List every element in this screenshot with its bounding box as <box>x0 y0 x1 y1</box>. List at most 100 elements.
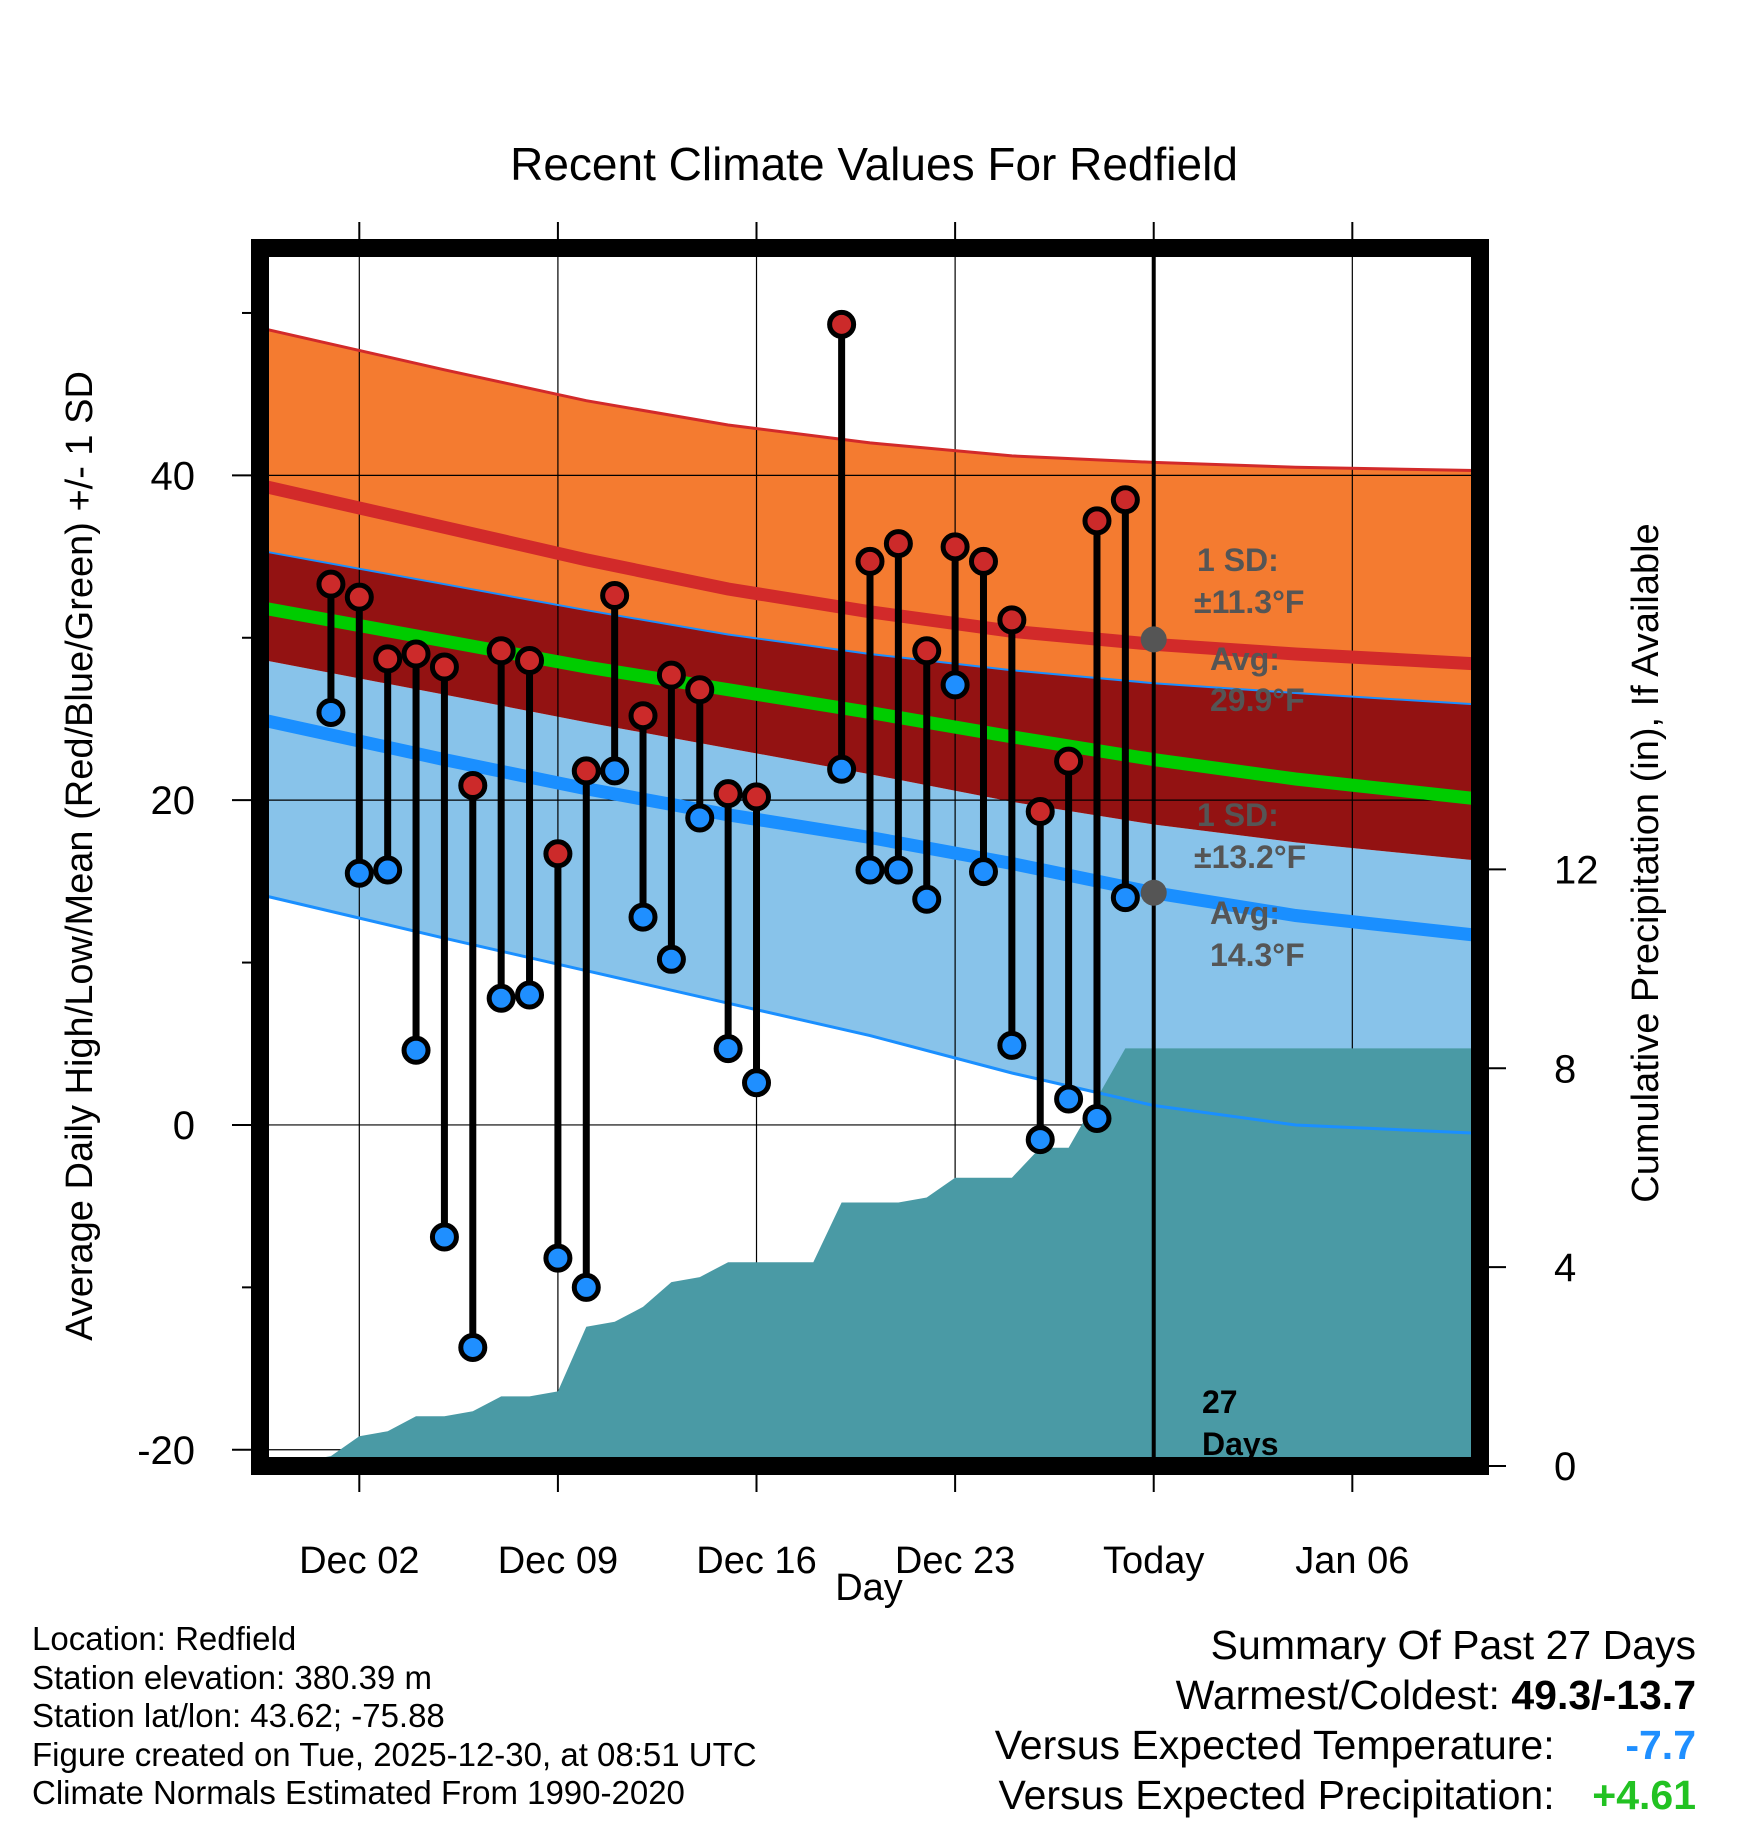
observed-low-point <box>1110 883 1140 913</box>
observed-high-point <box>827 309 857 339</box>
observed-low-point <box>316 697 346 727</box>
low-lower-sd-line <box>265 894 1475 1135</box>
right-tick-label: 12 <box>1554 848 1599 892</box>
days-count: 27 <box>1202 1384 1238 1420</box>
observed-high-point <box>429 652 459 682</box>
observed-low-point <box>713 1034 743 1064</box>
x-tick-label: Dec 23 <box>895 1540 1015 1582</box>
observed-high-point <box>458 771 488 801</box>
left-tick-label: -20 <box>137 1429 195 1473</box>
high-avg-value: 29.9°F <box>1210 682 1305 718</box>
observed-high-point <box>940 532 970 562</box>
observed-low-point <box>883 855 913 885</box>
observed-high-point <box>515 645 545 675</box>
observed-high-point <box>656 660 686 690</box>
high-sd-label: 1 SD: <box>1197 542 1279 578</box>
low-sd-value: ±13.2°F <box>1194 839 1306 875</box>
observed-high-point <box>486 636 516 666</box>
normals-period: Climate Normals Estimated From 1990-2020 <box>32 1774 685 1811</box>
temp-anomaly-label: Versus Expected Temperature: <box>994 1722 1555 1768</box>
observed-high-point <box>600 581 630 611</box>
precip-anomaly-label: Versus Expected Precipitation: <box>998 1772 1555 1818</box>
observed-high-point <box>742 782 772 812</box>
observed-high-point <box>316 569 346 599</box>
observed-low-point <box>827 754 857 784</box>
observed-low-point <box>656 944 686 974</box>
observed-low-point <box>997 1030 1027 1060</box>
station-info: Location: Redfield Station elevation: 38… <box>32 1620 757 1813</box>
observed-low-point <box>515 980 545 1010</box>
left-tick-label: 40 <box>151 454 196 498</box>
observed-high-point <box>685 675 715 705</box>
observed-high-point <box>1054 746 1084 776</box>
observed-high-point <box>344 582 374 612</box>
observed-low-point <box>1082 1103 1112 1133</box>
x-tick-label: Today <box>1103 1540 1204 1582</box>
observed-low-point <box>912 884 942 914</box>
warm-cold-label: Warmest/Coldest: <box>1175 1672 1500 1718</box>
left-tick-label: 0 <box>173 1104 195 1148</box>
left-tick-label: 20 <box>151 779 196 823</box>
x-tick-label: Dec 02 <box>299 1540 419 1582</box>
observed-high-point <box>628 701 658 731</box>
observed-low-point <box>855 855 885 885</box>
right-tick-label: 4 <box>1554 1246 1576 1290</box>
observed-high-point <box>968 546 998 576</box>
cumulative-precipitation-area <box>265 1048 1475 1466</box>
chart-title: Recent Climate Values For Redfield <box>510 138 1238 190</box>
observed-high-point <box>1110 485 1140 515</box>
observed-low-point <box>940 670 970 700</box>
plot-frame <box>251 239 1489 1475</box>
observed-high-point <box>1082 506 1112 536</box>
summary-title: Summary Of Past 27 Days <box>1210 1622 1696 1668</box>
x-tick-label: Dec 16 <box>696 1540 816 1582</box>
observed-low-point <box>571 1272 601 1302</box>
precip-anomaly-value: +4.61 <box>1592 1772 1696 1818</box>
station-latlon: Station lat/lon: 43.62; -75.88 <box>32 1697 445 1734</box>
summary-temperature: Versus Expected Temperature: -7.7 <box>995 1720 1696 1770</box>
x-tick-label: Jan 06 <box>1295 1540 1409 1582</box>
observed-low-point <box>486 983 516 1013</box>
observed-high-point <box>713 779 743 809</box>
observed-high-point <box>912 636 942 666</box>
observed-low-point <box>742 1068 772 1098</box>
observed-low-point <box>429 1222 459 1252</box>
temp-anomaly-value: -7.7 <box>1625 1722 1696 1768</box>
high-upper-sd-line <box>265 327 1475 472</box>
observed-high-point <box>401 639 431 669</box>
right-tick-label: 8 <box>1554 1047 1576 1091</box>
high-sd-band <box>265 329 1475 705</box>
figure-created: Figure created on Tue, 2025-12-30, at 08… <box>32 1735 757 1773</box>
low-avg-value: 14.3°F <box>1210 937 1305 973</box>
high-avg-label: Avg: <box>1210 641 1280 677</box>
warm-cold-value: 49.3/-13.7 <box>1511 1672 1696 1718</box>
low-avg-label: Avg: <box>1210 895 1280 931</box>
today-low-avg-point <box>1140 879 1167 906</box>
observed-high-point <box>373 644 403 674</box>
x-tick-label: Dec 09 <box>498 1540 618 1582</box>
observed-low-point <box>1025 1125 1055 1155</box>
observed-low-point <box>458 1332 488 1362</box>
observed-low-point <box>401 1035 431 1065</box>
observed-high-point <box>571 756 601 786</box>
summary-precipitation: Versus Expected Precipitation: +4.61 <box>995 1770 1697 1820</box>
observed-high-point <box>1025 797 1055 827</box>
observed-low-point <box>373 855 403 885</box>
observed-low-point <box>344 858 374 888</box>
observed-low-point <box>968 857 998 887</box>
y-axis-left-label: Average Daily High/Low/Mean (Red/Blue/Gr… <box>59 371 101 1341</box>
observed-low-point <box>628 902 658 932</box>
observed-low-point <box>600 756 630 786</box>
days-label: Days <box>1202 1426 1279 1462</box>
x-axis-label: Day <box>835 1567 903 1609</box>
observed-low-point <box>543 1243 573 1273</box>
observed-low-point <box>685 803 715 833</box>
observed-high-point <box>883 529 913 559</box>
y-axis-right-label: Cumulative Precipitation (in), If Availa… <box>1625 523 1667 1202</box>
summary-warm-cold: Warmest/Coldest: 49.3/-13.7 <box>995 1670 1696 1720</box>
observed-high-point <box>997 605 1027 635</box>
low-sd-label: 1 SD: <box>1197 797 1279 833</box>
observed-high-point <box>543 839 573 869</box>
station-elevation: Station elevation: 380.39 m <box>32 1658 432 1696</box>
today-high-avg-point <box>1140 626 1167 653</box>
